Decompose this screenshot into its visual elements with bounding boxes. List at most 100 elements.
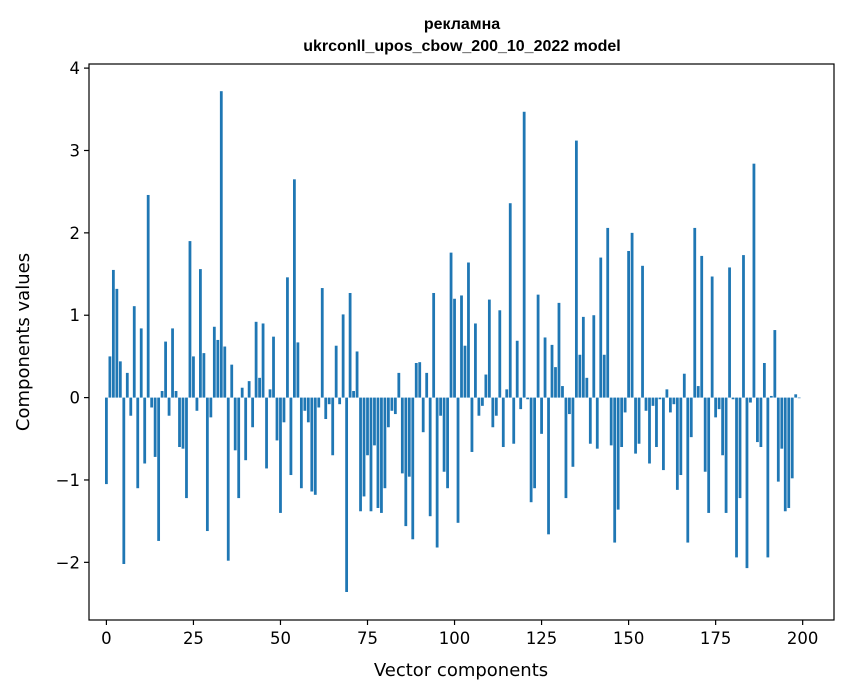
x-tick-label: 200: [787, 629, 819, 648]
bar-18: [167, 397, 171, 416]
bar-156: [648, 397, 651, 464]
bar-47: [268, 389, 272, 398]
bar-192: [773, 330, 777, 398]
bar-161: [665, 389, 669, 398]
bar-52: [286, 277, 289, 398]
bar-171: [700, 255, 704, 398]
bar-13: [150, 397, 154, 408]
bar-167: [686, 397, 690, 543]
bar-71: [352, 391, 355, 398]
bar-175: [714, 397, 718, 418]
bar-64: [327, 397, 331, 405]
bar-82: [390, 397, 394, 411]
x-tick-label: 0: [101, 629, 112, 648]
bar-14: [153, 397, 157, 457]
bar-153: [637, 397, 641, 444]
bar-180: [731, 397, 735, 400]
bar-116: [508, 203, 512, 398]
bar-73: [359, 397, 362, 512]
x-tick-label: 175: [700, 629, 732, 648]
bar-112: [494, 397, 498, 416]
bar-139: [588, 397, 592, 444]
bar-34: [223, 346, 227, 398]
bar-141: [595, 397, 599, 449]
x-tick-label: 50: [270, 629, 291, 648]
y-axis: −2 −1 0 1 2 3 4: [56, 59, 89, 572]
bar-93: [428, 397, 432, 517]
bar-42: [251, 397, 255, 428]
y-tick-label: 3: [70, 141, 81, 160]
bar-50: [279, 397, 282, 513]
bar-87: [407, 397, 411, 477]
bar-136: [578, 354, 582, 398]
chart-title: рекламна: [424, 16, 500, 33]
bar-79: [380, 397, 383, 513]
bar-59: [310, 397, 314, 492]
bar-45: [261, 323, 265, 398]
bar-9: [136, 397, 140, 489]
bar-98: [446, 397, 449, 489]
bar-176: [717, 397, 721, 410]
bar-77: [373, 397, 376, 446]
bar-89: [414, 363, 418, 398]
bar-173: [707, 397, 711, 513]
bar-35: [226, 397, 230, 561]
bar-106: [474, 323, 477, 398]
bar-178: [724, 397, 728, 513]
bar-163: [672, 397, 676, 405]
bar-31: [212, 326, 216, 398]
bar-97: [442, 397, 446, 472]
bar-8: [132, 306, 136, 398]
bar-15: [157, 397, 161, 541]
bar-120: [522, 111, 526, 398]
bar-188: [759, 397, 763, 448]
bar-179: [728, 267, 731, 398]
bar-series: [105, 91, 801, 592]
bar-142: [599, 257, 603, 398]
bar-2: [111, 269, 115, 398]
bar-186: [752, 163, 756, 398]
y-tick-label: 4: [70, 59, 81, 78]
bar-104: [467, 262, 470, 398]
bar-165: [679, 397, 683, 476]
bar-21: [178, 397, 181, 448]
bar-113: [498, 310, 502, 398]
bar-143: [602, 354, 606, 398]
bar-81: [387, 397, 390, 428]
bar-26: [195, 397, 199, 411]
bar-119: [519, 397, 523, 410]
bar-67: [338, 397, 342, 405]
bar-108: [481, 397, 484, 406]
bar-149: [623, 397, 627, 413]
bar-41: [247, 381, 251, 398]
bar-195: [783, 397, 787, 512]
bar-103: [463, 345, 467, 398]
bar-129: [554, 367, 557, 398]
bar-12: [146, 194, 150, 398]
bar-109: [484, 374, 488, 398]
bar-65: [331, 397, 335, 456]
bar-60: [313, 397, 317, 495]
bar-159: [658, 397, 662, 400]
bar-19: [171, 328, 174, 398]
bar-56: [299, 397, 303, 489]
bar-131: [561, 386, 564, 398]
bar-76: [369, 397, 373, 512]
bar-122: [529, 397, 533, 503]
bar-137: [581, 316, 585, 398]
bar-30: [209, 397, 213, 418]
bar-174: [710, 276, 714, 398]
bar-193: [776, 397, 780, 482]
bar-101: [456, 397, 460, 523]
bar-183: [742, 255, 745, 398]
bar-39: [240, 387, 244, 398]
bar-117: [512, 397, 516, 444]
bar-95: [435, 397, 439, 548]
bar-198: [794, 394, 798, 398]
bar-147: [616, 397, 620, 510]
bar-66: [334, 345, 338, 398]
bar-162: [668, 397, 672, 413]
bar-29: [205, 397, 209, 532]
bar-94: [432, 292, 436, 398]
y-tick-label: −2: [56, 553, 80, 572]
